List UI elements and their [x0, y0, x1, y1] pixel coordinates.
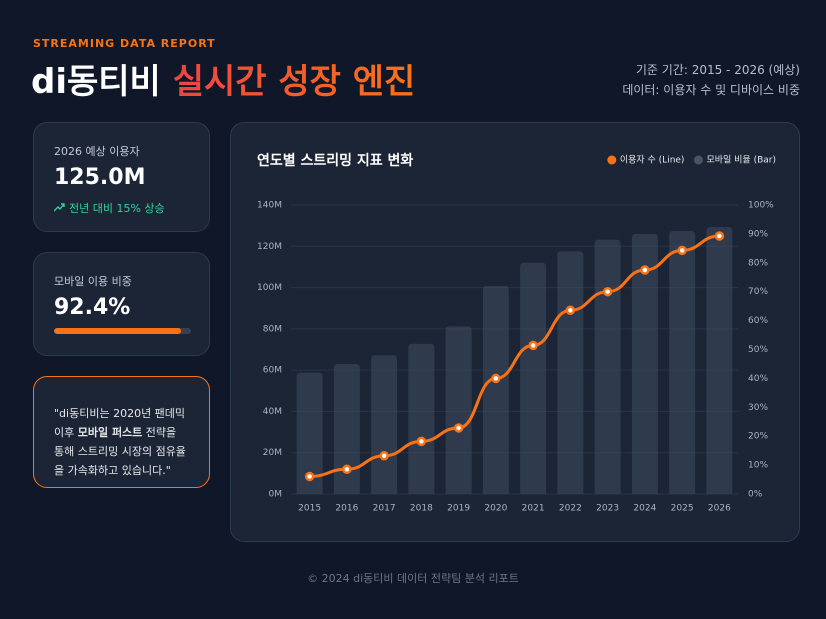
bar: [520, 262, 547, 494]
x-tick-label: 2021: [522, 504, 545, 514]
bar: [706, 226, 733, 494]
bar: [557, 251, 584, 494]
legend-label: 모바일 비율 (Bar): [706, 155, 776, 166]
y2-tick-label: 10%: [748, 461, 768, 471]
y2-tick-label: 30%: [748, 403, 768, 413]
point: [342, 464, 352, 474]
y-tick-label: 100M: [257, 283, 282, 293]
quote-emphasis: 모바일 퍼스트: [77, 426, 143, 439]
y2-tick-label: 70%: [748, 287, 768, 297]
y-tick-label: 40M: [263, 407, 282, 417]
y2-tick-label: 50%: [748, 345, 768, 355]
x-tick-label: 2022: [559, 504, 582, 514]
title-main: di동티비: [31, 62, 161, 102]
quote-text: 전략을 통해 스트리밍 시장의 점유율을 가속화하고 있습니다.": [54, 426, 186, 477]
y-tick-label: 80M: [263, 324, 282, 334]
x-tick-label: 2020: [484, 504, 507, 514]
y2-tick-label: 60%: [748, 316, 768, 326]
trend-icon: [53, 203, 65, 212]
progress-track: [54, 328, 191, 334]
y2-tick-label: 20%: [748, 432, 768, 442]
x-tick-label: 2015: [298, 504, 321, 514]
x-tick-label: 2026: [708, 504, 731, 514]
bar: [408, 343, 435, 494]
y2-tick-label: 40%: [748, 374, 768, 384]
y-tick-label: 120M: [257, 242, 282, 252]
point: [304, 471, 315, 482]
point: [453, 423, 464, 433]
bar: [594, 239, 621, 494]
y-tick-label: 0M: [269, 490, 283, 500]
y-tick-label: 140M: [257, 201, 282, 211]
bar: [445, 326, 472, 494]
bar: [333, 363, 360, 494]
card-value: 92.4%: [54, 295, 131, 320]
bar: [631, 233, 658, 494]
bar: [371, 355, 398, 494]
point: [379, 451, 389, 461]
bar: [482, 285, 509, 494]
meta-line: 데이터: 이용자 수 및 디바이스 비중: [622, 83, 800, 97]
y-tick-label: 60M: [263, 366, 282, 376]
note-text: 전년 대비 15% 상승: [69, 202, 165, 215]
kicker: STREAMING DATA REPORT: [33, 37, 216, 50]
meta: 기준 기간: 2015 - 2026 (예상) 데이터: 이용자 수 및 디바이스…: [622, 60, 800, 100]
legend-swatch: [693, 155, 703, 165]
legend-label: 이용자 수 (Line): [620, 155, 685, 166]
x-tick-label: 2024: [633, 504, 656, 514]
y2-tick-label: 0%: [748, 490, 763, 500]
quote-text: "di동티비는 2020년 팬데믹 이후: [54, 407, 186, 439]
y2-tick-label: 90%: [748, 229, 768, 239]
bar: [669, 231, 696, 494]
point: [416, 436, 427, 447]
y-tick-label: 20M: [263, 448, 282, 458]
x-tick-label: 2019: [447, 504, 470, 514]
point: [565, 305, 576, 316]
point: [640, 265, 650, 275]
card-label: 모바일 이용 비중: [54, 275, 132, 288]
x-tick-label: 2016: [335, 504, 358, 514]
x-tick-label: 2018: [410, 504, 433, 514]
stat-card: 2026 예상 이용자 125.0M 전년 대비 15% 상승: [33, 122, 210, 232]
x-tick-label: 2025: [671, 504, 694, 514]
line: [309, 234, 720, 478]
point: [714, 231, 725, 241]
footer: © 2024 di동티비 데이터 전략팀 분석 리포트: [307, 572, 519, 585]
card-label: 2026 예상 이용자: [54, 145, 140, 158]
bar: [296, 372, 323, 494]
chart: 연도별 스트리밍 지표 변화 0M 20M 40M 60M 80M 100M 120M 140…: [257, 152, 776, 514]
stat-card: 모바일 이용 비중 92.4%: [33, 252, 210, 356]
x-tick-label: 2017: [373, 504, 396, 514]
meta-line: 기준 기간: 2015 - 2026 (예상): [635, 63, 800, 77]
card-value: 125.0M: [54, 165, 146, 190]
chart-card: 연도별 스트리밍 지표 변화 0M 20M 40M 60M 80M 100M 120M 140…: [230, 122, 800, 542]
y2-tick-label: 80%: [748, 258, 768, 268]
x-tick-label: 2023: [596, 504, 619, 514]
progress-bar: [54, 328, 181, 334]
point: [528, 340, 538, 351]
legend-swatch: [607, 155, 617, 165]
quote-card: "di동티비는 2020년 팬데믹 이후 모바일 퍼스트 전략을 통해 스트리밍…: [33, 376, 210, 488]
point: [677, 245, 687, 256]
card-note: 전년 대비 15% 상승: [53, 200, 189, 216]
title: di동티비 실시간 성장 엔진: [31, 54, 415, 103]
chart-title: 연도별 스트리밍 지표 변화: [257, 152, 413, 169]
quote: "di동티비는 2020년 팬데믹 이후 모바일 퍼스트 전략을 통해 스트리밍…: [54, 404, 189, 480]
point: [491, 373, 501, 384]
point: [602, 286, 613, 297]
title-accent: 실시간 성장 엔진: [172, 62, 416, 102]
y2-tick-label: 100%: [748, 201, 774, 211]
